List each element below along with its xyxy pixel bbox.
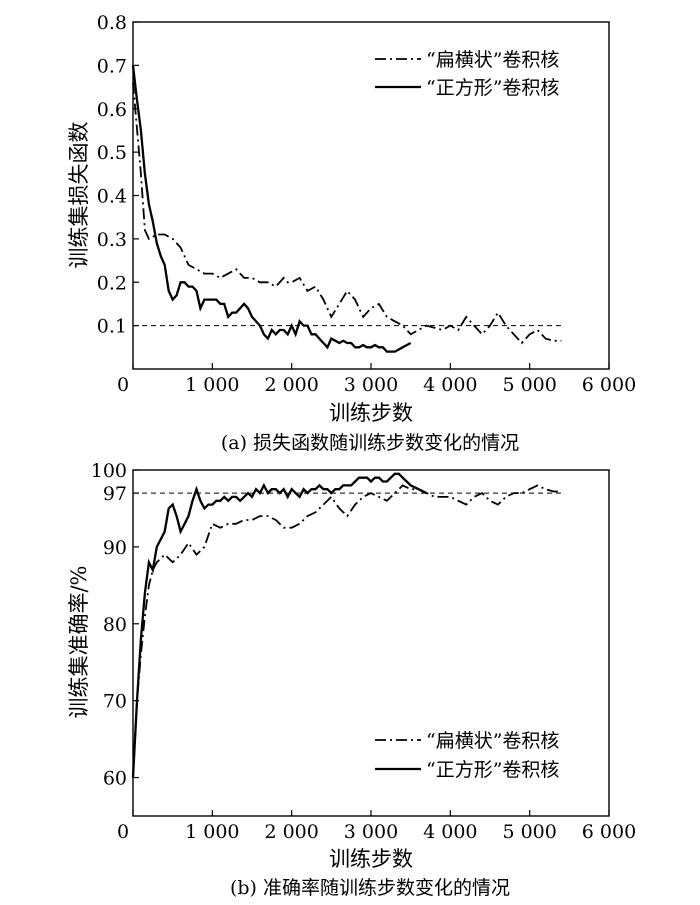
b-y-tick-label: 80 bbox=[103, 614, 127, 636]
b-x-tick-label: 3 000 bbox=[344, 821, 398, 843]
loss-chart: 1 000 2 000 3 000 4 000 5 000 6 000 0 0.1 0.2 0.3… bbox=[67, 12, 636, 454]
loss-series-square-kernel-line bbox=[131, 65, 412, 353]
loss-legend: “扁横状”卷积核 “正方形”卷积核 bbox=[375, 49, 559, 99]
a-y-tick-label: 0.6 bbox=[97, 99, 127, 121]
accuracy-series-square-kernel-line bbox=[131, 472, 428, 778]
a-x-tick-label: 6 000 bbox=[582, 374, 636, 396]
b-origin-label: 0 bbox=[117, 821, 129, 843]
loss-legend-flat-label: “扁横状”卷积核 bbox=[426, 49, 559, 71]
a-origin-label: 0 bbox=[117, 374, 129, 396]
b-y-tick-label: 97 bbox=[103, 483, 127, 505]
a-y-tick-label: 0.7 bbox=[97, 55, 127, 77]
b-y-tick-label: 70 bbox=[103, 691, 127, 713]
a-y-tick-label: 0.8 bbox=[97, 12, 127, 34]
a-y-tick-label: 0.4 bbox=[97, 186, 127, 208]
accuracy-legend: “扁横状”卷积核 “正方形”卷积核 bbox=[375, 730, 559, 781]
a-y-tick-label: 0.2 bbox=[97, 272, 127, 294]
a-x-tick-label: 3 000 bbox=[344, 374, 398, 396]
accuracy-legend-square-label: “正方形”卷积核 bbox=[426, 759, 559, 781]
a-x-tick-label: 1 000 bbox=[185, 374, 239, 396]
b-y-tick-label: 60 bbox=[103, 768, 127, 790]
b-x-tick-label: 4 000 bbox=[423, 821, 477, 843]
a-x-tick-label: 2 000 bbox=[264, 374, 318, 396]
b-x-tick-label: 5 000 bbox=[502, 821, 556, 843]
a-x-tick-label: 5 000 bbox=[502, 374, 556, 396]
loss-legend-square-label: “正方形”卷积核 bbox=[426, 77, 559, 99]
accuracy-legend-flat-label: “扁横状”卷积核 bbox=[426, 730, 559, 752]
b-y-tick-label: 90 bbox=[103, 537, 127, 559]
accuracy-x-axis-label: 训练步数 bbox=[329, 847, 413, 871]
loss-y-axis-label: 训练集损失函数 bbox=[67, 122, 91, 269]
loss-x-axis-label: 训练步数 bbox=[329, 401, 413, 425]
b-x-tick-label: 2 000 bbox=[264, 821, 318, 843]
accuracy-series-flat-kernel-line bbox=[132, 484, 562, 778]
b-y-tick-label: 100 bbox=[91, 460, 127, 482]
accuracy-chart: 1 000 2 000 3 000 4 000 5 000 6 000 0 60 70 80 90 9… bbox=[67, 460, 636, 899]
accuracy-tick-group: 1 000 2 000 3 000 4 000 5 000 6 000 0 60 70 80 90 9… bbox=[91, 460, 636, 843]
accuracy-chart-caption: (b) 准确率随训练步数变化的情况 bbox=[230, 877, 510, 899]
loss-series-flat-kernel-line bbox=[132, 82, 562, 345]
loss-tick-group: 1 000 2 000 3 000 4 000 5 000 6 000 0 0.1 0.2 0.3… bbox=[97, 12, 636, 396]
accuracy-y-axis-label: 训练集准确率/% bbox=[67, 565, 91, 718]
b-x-tick-label: 1 000 bbox=[185, 821, 239, 843]
loss-chart-caption: (a) 损失函数随训练步数变化的情况 bbox=[221, 432, 519, 454]
b-x-tick-label: 6 000 bbox=[582, 821, 636, 843]
a-y-tick-label: 0.5 bbox=[97, 142, 127, 164]
a-y-tick-label: 0.1 bbox=[97, 316, 127, 338]
loss-plot-frame bbox=[132, 21, 610, 370]
a-x-tick-label: 4 000 bbox=[423, 374, 477, 396]
a-y-tick-label: 0.3 bbox=[97, 229, 127, 251]
